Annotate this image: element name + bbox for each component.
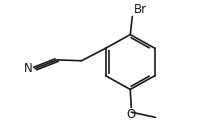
Text: N: N — [24, 62, 33, 75]
Text: O: O — [126, 108, 135, 121]
Text: Br: Br — [134, 3, 147, 16]
